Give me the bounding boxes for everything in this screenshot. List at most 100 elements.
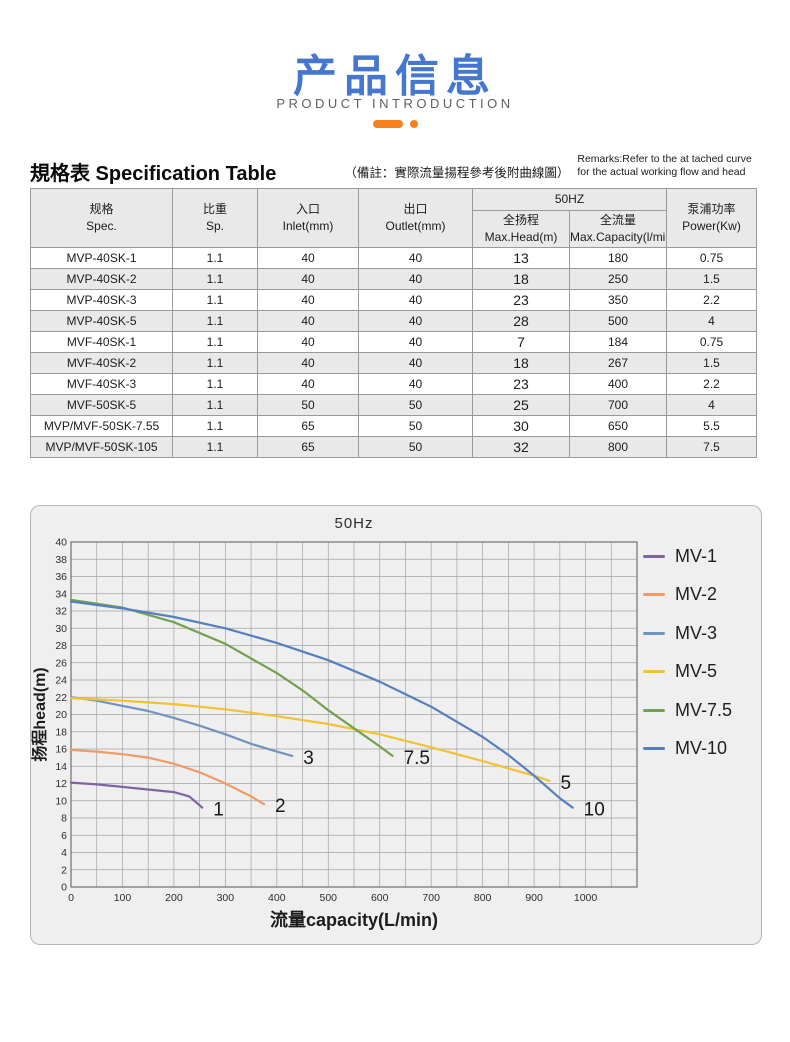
y-axis-label: 扬程head(m) bbox=[31, 667, 49, 761]
x-tick-label: 1000 bbox=[574, 892, 598, 904]
y-tick-label: 6 bbox=[61, 830, 67, 842]
value-cell: 1.1 bbox=[172, 268, 258, 290]
value-cell: 25 bbox=[472, 394, 570, 416]
pump-curve-chart: 50Hz 0 2 4 6 8 10 12 14 16 18 20 22 24 26 28 30 32 34 36 38… bbox=[30, 505, 762, 945]
spec-cell: MVF-40SK-1 bbox=[30, 331, 173, 353]
value-cell: 40 bbox=[358, 310, 473, 332]
curve-MV-7.5 bbox=[69, 598, 394, 757]
legend-swatch bbox=[643, 747, 665, 751]
value-cell: 50 bbox=[257, 394, 359, 416]
legend-swatch bbox=[643, 554, 665, 558]
col-header: 规格 Spec. bbox=[30, 188, 173, 248]
spec-table-heading: 規格表 Specification Table bbox=[30, 163, 277, 185]
table-row: MVF-40SK-3 1.1 40 40 23 400 2.2 bbox=[30, 373, 757, 395]
y-tick-label: 0 bbox=[61, 882, 67, 894]
y-tick-label: 24 bbox=[55, 675, 67, 687]
legend-item-MV-7.5: MV-7.5 bbox=[643, 691, 759, 730]
x-tick-label: 500 bbox=[320, 892, 338, 904]
table-row: MVP/MVF-50SK-105 1.1 65 50 32 800 7.5 bbox=[30, 436, 757, 458]
table-row: MVF-50SK-5 1.1 50 50 25 700 4 bbox=[30, 394, 757, 416]
table-row: MVP-40SK-5 1.1 40 40 28 500 4 bbox=[30, 310, 757, 332]
curve-end-label-MV-10: 10 bbox=[584, 800, 605, 821]
y-tick-label: 34 bbox=[55, 588, 67, 600]
col-header: 全扬程 Max.Head(m) bbox=[472, 210, 570, 248]
y-tick-label: 26 bbox=[55, 657, 67, 669]
value-cell: 13 bbox=[472, 247, 570, 269]
value-cell: 2.2 bbox=[666, 373, 757, 395]
curve-end-label-MV-2: 2 bbox=[275, 796, 286, 817]
table-row: MVP-40SK-2 1.1 40 40 18 250 1.5 bbox=[30, 268, 757, 290]
value-cell: 4 bbox=[666, 310, 757, 332]
table-row: MVP-40SK-1 1.1 40 40 13 180 0.75 bbox=[30, 247, 757, 269]
page-subtitle: PRODUCT INTRODUCTION bbox=[276, 96, 514, 111]
legend-label: MV-1 bbox=[675, 545, 718, 566]
y-tick-label: 28 bbox=[55, 640, 67, 652]
plot-border bbox=[70, 541, 638, 888]
legend-swatch bbox=[643, 708, 665, 712]
value-cell: 180 bbox=[569, 247, 667, 269]
value-cell: 7.5 bbox=[666, 436, 757, 458]
value-cell: 40 bbox=[358, 289, 473, 311]
y-tick-label: 8 bbox=[61, 813, 67, 825]
chart-legend: MV-1 MV-2 MV-3 MV-5 MV-7.5 MV-10 bbox=[643, 537, 759, 768]
y-tick-label: 32 bbox=[55, 606, 67, 618]
curve-end-label-MV-5: 5 bbox=[561, 773, 572, 794]
spec-cell: MVF-50SK-5 bbox=[30, 394, 173, 416]
x-tick-label: 800 bbox=[474, 892, 492, 904]
curve-end-label-MV-3: 3 bbox=[303, 748, 314, 769]
x-tick-label: 700 bbox=[422, 892, 440, 904]
value-cell: 40 bbox=[358, 268, 473, 290]
value-cell: 40 bbox=[358, 331, 473, 353]
value-cell: 1.1 bbox=[172, 394, 258, 416]
legend-label: MV-10 bbox=[675, 738, 728, 759]
value-cell: 250 bbox=[569, 268, 667, 290]
value-cell: 40 bbox=[257, 331, 359, 353]
y-tick-label: 4 bbox=[61, 847, 67, 859]
y-tick-label: 16 bbox=[55, 744, 67, 756]
x-tick-label: 400 bbox=[268, 892, 286, 904]
value-cell: 1.5 bbox=[666, 352, 757, 374]
value-cell: 23 bbox=[472, 373, 570, 395]
legend-label: MV-2 bbox=[675, 584, 718, 605]
page-title: 产品信息 bbox=[293, 52, 497, 101]
spec-cell: MVP/MVF-50SK-105 bbox=[30, 436, 173, 458]
curve-MV-2 bbox=[69, 748, 266, 806]
value-cell: 1.1 bbox=[172, 436, 258, 458]
curve-MV-10 bbox=[69, 600, 574, 809]
curve-end-label-MV-1: 1 bbox=[213, 800, 224, 821]
title-accent bbox=[0, 120, 790, 128]
value-cell: 40 bbox=[257, 268, 359, 290]
spec-cell: MVF-40SK-2 bbox=[30, 352, 173, 374]
accent-dot bbox=[409, 120, 418, 128]
x-tick-label: 0 bbox=[68, 892, 74, 904]
value-cell: 267 bbox=[569, 352, 667, 374]
value-cell: 18 bbox=[472, 352, 570, 374]
value-cell: 2.2 bbox=[666, 289, 757, 311]
x-tick-label: 900 bbox=[525, 892, 543, 904]
spec-cell: MVP/MVF-50SK-7.55 bbox=[30, 415, 173, 437]
col-header: 泵浦功率 Power(Kw) bbox=[666, 188, 757, 248]
value-cell: 1.1 bbox=[172, 289, 258, 311]
legend-item-MV-5: MV-5 bbox=[643, 653, 759, 692]
value-cell: 40 bbox=[358, 373, 473, 395]
legend-item-MV-2: MV-2 bbox=[643, 576, 759, 615]
legend-label: MV-7.5 bbox=[675, 699, 733, 720]
legend-item-MV-3: MV-3 bbox=[643, 614, 759, 653]
value-cell: 7 bbox=[472, 331, 570, 353]
col-header: 比重 Sp. bbox=[172, 188, 258, 248]
spec-table-body: MVP-40SK-1 1.1 40 40 13 180 0.75 MVP-40SK-2 1.1 4… bbox=[30, 247, 757, 458]
value-cell: 40 bbox=[257, 310, 359, 332]
specification-table: 规格 Spec. 比重 Sp. 入口 Inlet(mm) 出口 Outlet(mm) 50HZ 泵… bbox=[30, 188, 757, 458]
legend-item-MV-1: MV-1 bbox=[643, 537, 759, 576]
legend-item-MV-10: MV-10 bbox=[643, 730, 759, 769]
y-tick-label: 38 bbox=[55, 554, 67, 566]
value-cell: 40 bbox=[257, 373, 359, 395]
value-cell: 40 bbox=[257, 247, 359, 269]
value-cell: 18 bbox=[472, 268, 570, 290]
value-cell: 1.1 bbox=[172, 247, 258, 269]
value-cell: 40 bbox=[257, 289, 359, 311]
spec-cell: MVP-40SK-3 bbox=[30, 289, 173, 311]
value-cell: 1.1 bbox=[172, 352, 258, 374]
value-cell: 4 bbox=[666, 394, 757, 416]
